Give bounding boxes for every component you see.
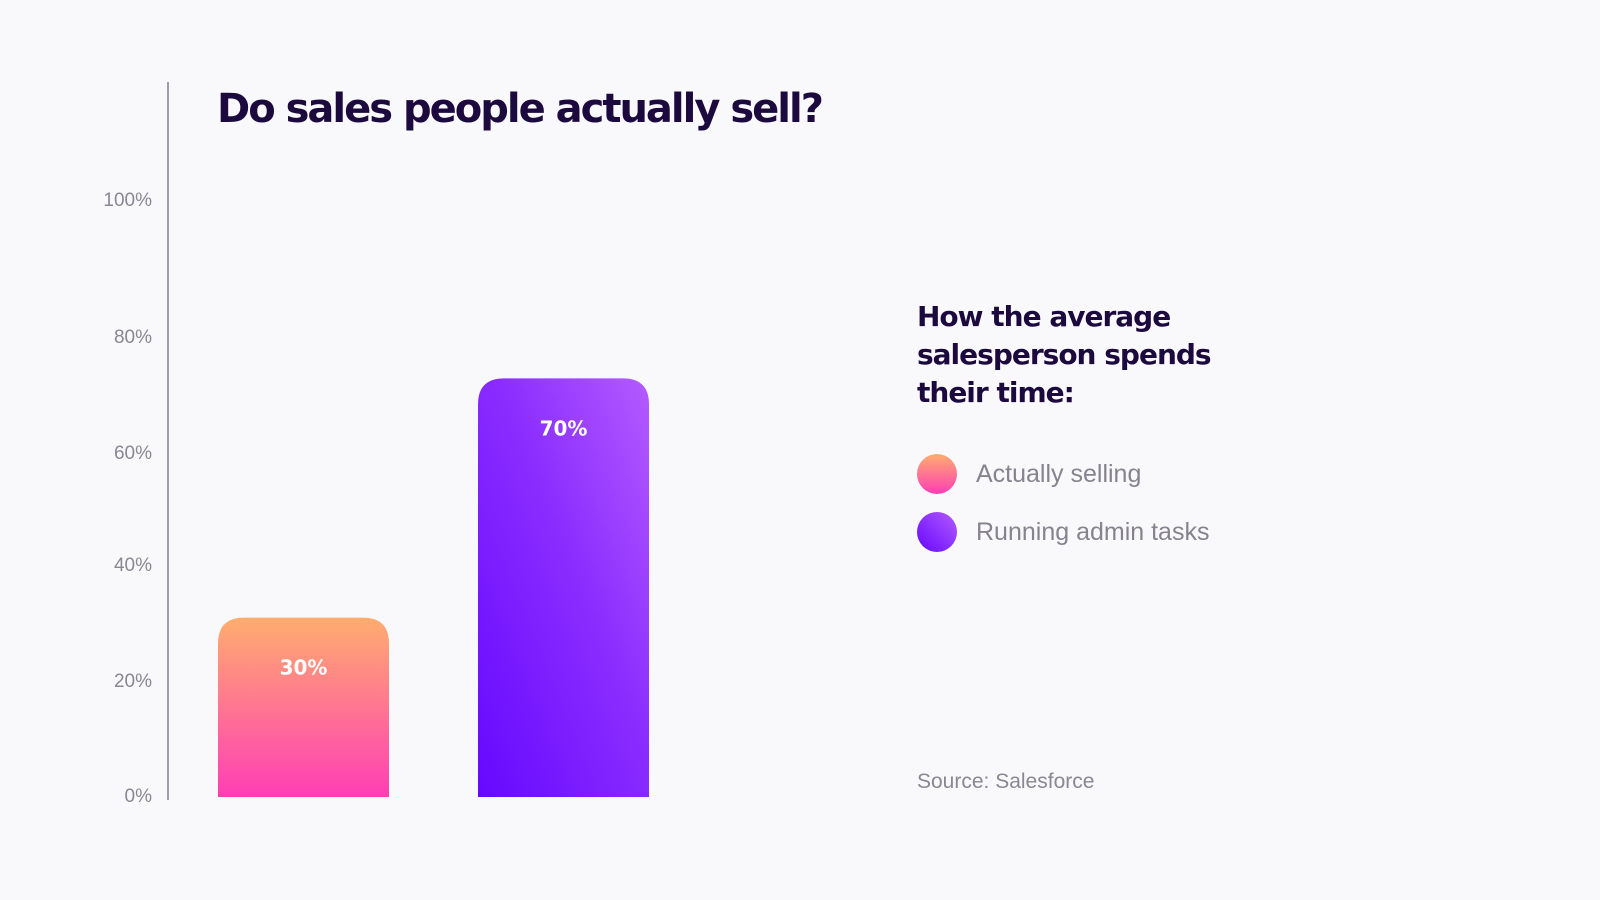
legend-panel: How the average salesperson spends their… [917,298,1277,570]
y-tick-label: 60% [114,443,152,464]
y-tick-label: 80% [114,327,152,348]
legend-swatch-running-admin-tasks [917,512,957,552]
legend: Actually selling Running admin tasks [917,454,1277,552]
legend-label-running-admin-tasks: Running admin tasks [976,517,1210,546]
bar-running-admin-tasks [478,378,649,797]
y-tick-label: 100% [103,190,152,211]
bars: 30% 70% [218,378,649,797]
legend-item-actually-selling: Actually selling [917,454,1277,494]
y-tick-label: 40% [114,555,152,576]
legend-title: How the average salesperson spends their… [917,300,1212,409]
bar-label-actually-selling: 30% [280,656,328,680]
legend-label-actually-selling: Actually selling [976,459,1142,488]
y-tick-label: 20% [114,671,152,692]
y-tick-label: 0% [125,786,153,807]
bar-actually-selling [218,617,389,797]
y-axis-ticks: 0% 20% 40% 60% 80% 100% [103,190,152,807]
legend-swatch-actually-selling [917,454,957,494]
bar-label-running-admin-tasks: 70% [540,416,588,440]
source-note: Source: Salesforce [917,770,1095,793]
legend-item-running-admin-tasks: Running admin tasks [917,512,1277,552]
chart-title: Do sales people actually sell? [217,86,822,132]
